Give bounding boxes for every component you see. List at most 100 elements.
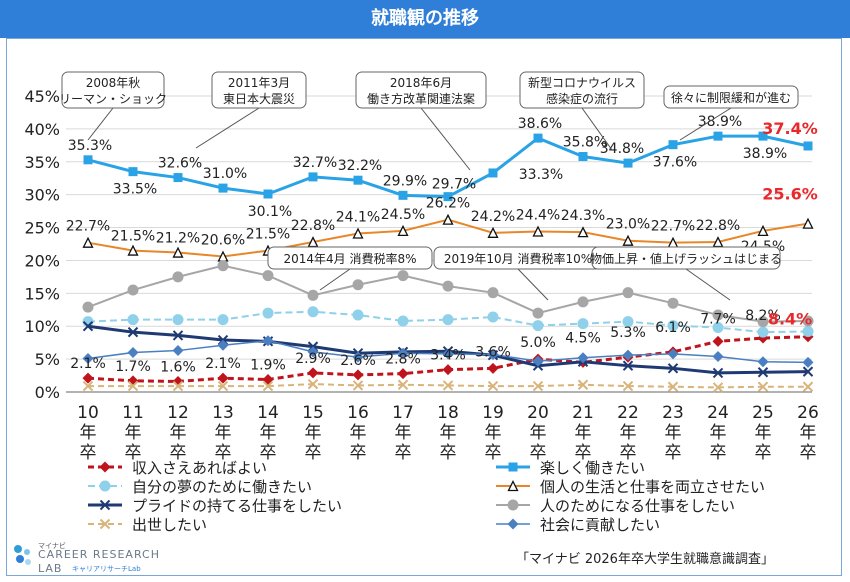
data-point	[507, 480, 519, 492]
data-point	[802, 315, 814, 327]
data-point	[398, 190, 408, 200]
data-point	[712, 335, 724, 347]
data-point	[622, 380, 634, 392]
data-label-fun: 33.5%	[113, 182, 157, 198]
data-point	[217, 372, 229, 384]
data-point	[352, 369, 364, 381]
data-point	[83, 155, 93, 165]
data-point	[622, 287, 634, 299]
logo-subtitle: キャリアリサーチLab	[72, 565, 141, 573]
data-point	[127, 347, 139, 359]
data-point	[352, 351, 364, 363]
data-point	[307, 306, 319, 318]
callout-box	[663, 85, 799, 109]
data-point	[127, 314, 139, 326]
data-point	[397, 347, 409, 359]
x-tick-label: 18 年卒	[437, 403, 459, 463]
data-point	[668, 140, 678, 150]
data-label-income: 1.9%	[250, 358, 286, 374]
callout-box	[519, 71, 645, 109]
data-point	[352, 309, 364, 321]
data-label-balance: 24.1%	[336, 209, 380, 225]
logo-lab-text: LAB	[38, 562, 63, 575]
logo-main-text: CAREER RESEARCH	[38, 548, 160, 561]
callout-box	[61, 71, 165, 109]
callout-box	[355, 71, 487, 109]
annotation-callout: 2008年秋リーマン・ショック	[59, 71, 167, 141]
data-point	[508, 462, 518, 472]
legend-label: 楽しく働きたい	[540, 459, 645, 477]
callout-pointer	[517, 268, 549, 301]
data-point	[99, 499, 111, 511]
data-point	[713, 131, 723, 141]
data-point	[99, 461, 111, 473]
data-point	[172, 380, 184, 392]
data-point	[172, 330, 184, 341]
legend-label: 社会に貢献したい	[540, 516, 660, 534]
legend-entry	[496, 462, 530, 472]
data-label-balance: 23.0%	[606, 217, 650, 233]
data-point	[577, 379, 589, 390]
data-point	[82, 352, 94, 364]
data-label-balance: 22.8%	[291, 218, 335, 234]
data-label-income: 3.6%	[475, 344, 511, 360]
legend-entry	[496, 480, 530, 492]
data-point	[397, 270, 409, 282]
data-point	[442, 364, 454, 376]
callout-pointer	[319, 268, 351, 291]
legend-entry	[88, 480, 122, 492]
series-6	[82, 378, 814, 393]
y-tick-label: 20%	[24, 251, 60, 270]
data-label-balance: 24.5%	[381, 207, 425, 223]
data-point	[802, 356, 814, 368]
data-point	[712, 382, 724, 393]
x-tick-label: 11 年卒	[122, 403, 144, 463]
data-point	[622, 234, 634, 246]
data-point	[712, 350, 724, 362]
data-point	[262, 307, 274, 319]
legend-entry	[496, 518, 530, 530]
data-point	[533, 133, 543, 143]
data-label-income: 2.1%	[205, 356, 241, 372]
x-tick-label: 23 年卒	[662, 403, 684, 463]
data-label-fun: 38.9%	[698, 114, 742, 130]
legend-label: 個人の生活と仕事を両立させたい	[540, 478, 765, 496]
data-point	[127, 244, 139, 256]
data-point	[82, 301, 94, 313]
data-label-fun: 29.9%	[383, 173, 427, 189]
x-tick-label: 20 年卒	[527, 403, 549, 463]
series-1	[83, 131, 813, 202]
data-point	[172, 314, 184, 326]
legend-entry	[88, 499, 122, 511]
annotation-callout: 2018年6月働き方改革関連法案	[355, 71, 487, 171]
chart-title: 就職観の推移	[0, 0, 850, 38]
data-point	[712, 367, 724, 379]
annotation-callout: 物価上昇・値上げラッシュはじまる	[590, 246, 782, 301]
data-point	[758, 131, 768, 141]
data-label-fun: 34.8%	[600, 141, 644, 157]
legend-label: 出世したい	[132, 516, 207, 534]
annotation-callout: 2019年10月 消費税率10%	[433, 246, 603, 301]
data-point	[217, 339, 229, 351]
y-tick-label: 35%	[24, 153, 60, 172]
annotation-callout: 徐々に制限緩和が進む	[663, 85, 799, 141]
series-7	[82, 335, 814, 368]
x-tick-label: 19 年卒	[482, 403, 504, 463]
data-label-balance: 25.6%	[762, 185, 818, 204]
data-label-income: 1.6%	[160, 359, 196, 375]
y-tick-label: 0%	[35, 383, 60, 402]
data-point	[577, 296, 589, 308]
data-label-balance: 24.3%	[561, 208, 605, 224]
data-label-income: 2.1%	[70, 356, 106, 372]
data-label-fun: 32.2%	[338, 158, 382, 174]
data-point	[487, 226, 499, 238]
data-label-balance: 26.2%	[426, 196, 470, 212]
data-point	[442, 280, 454, 292]
x-tick-label: 21 年卒	[572, 403, 594, 463]
data-point	[487, 380, 499, 392]
y-tick-label: 40%	[24, 120, 60, 139]
data-point	[667, 363, 679, 374]
data-point	[507, 499, 519, 511]
series-3	[82, 213, 814, 262]
legend-entry	[88, 461, 122, 473]
